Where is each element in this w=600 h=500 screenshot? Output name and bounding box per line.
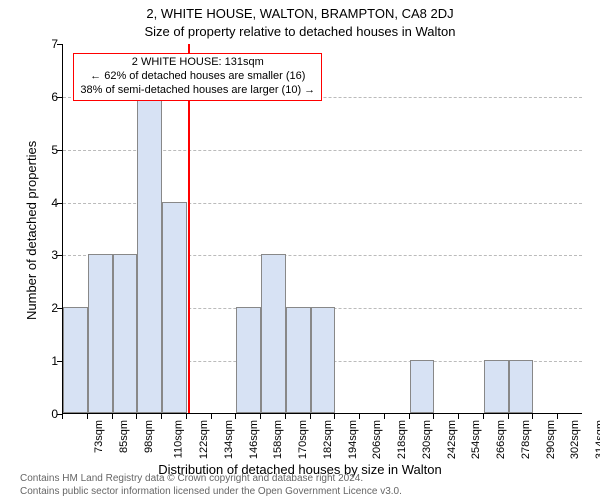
x-tick-label: 266sqm [495, 420, 507, 459]
x-tick-label: 85sqm [118, 420, 130, 453]
x-tick-label: 182sqm [322, 420, 334, 459]
histogram-bar [137, 96, 162, 413]
x-tick-label: 278sqm [520, 420, 532, 459]
histogram-bar [113, 254, 138, 413]
y-tick-label: 1 [38, 354, 58, 368]
y-tick-label: 5 [38, 143, 58, 157]
x-tick-mark [557, 414, 558, 419]
y-tick-label: 7 [38, 37, 58, 51]
x-tick-mark [260, 414, 261, 419]
x-tick-mark [334, 414, 335, 419]
histogram-bar [88, 254, 113, 413]
x-tick-mark [409, 414, 410, 419]
x-tick-mark [161, 414, 162, 419]
x-tick-mark [136, 414, 137, 419]
annotation-box: 2 WHITE HOUSE: 131sqm← 62% of detached h… [73, 53, 322, 100]
chart-subtitle: Size of property relative to detached ho… [0, 24, 600, 39]
footer-line-1: Contains HM Land Registry data © Crown c… [20, 473, 363, 484]
y-tick-label: 6 [38, 90, 58, 104]
x-tick-mark [458, 414, 459, 419]
chart-title: 2, WHITE HOUSE, WALTON, BRAMPTON, CA8 2D… [0, 6, 600, 21]
x-tick-label: 194sqm [347, 420, 359, 459]
x-tick-mark [310, 414, 311, 419]
histogram-bar [63, 307, 88, 413]
x-tick-label: 146sqm [248, 420, 260, 459]
y-tick-label: 2 [38, 301, 58, 315]
histogram-bar [162, 202, 187, 413]
x-tick-mark [62, 414, 63, 419]
histogram-bar [410, 360, 435, 413]
x-tick-label: 314sqm [594, 420, 600, 459]
y-tick-mark [57, 361, 62, 362]
x-tick-mark [483, 414, 484, 419]
x-tick-mark [87, 414, 88, 419]
y-tick-mark [57, 308, 62, 309]
x-tick-label: 73sqm [93, 420, 105, 453]
y-tick-mark [57, 97, 62, 98]
x-tick-label: 302sqm [570, 420, 582, 459]
x-tick-mark [285, 414, 286, 419]
annotation-line: 38% of semi-detached houses are larger (… [80, 84, 315, 98]
histogram-bar [236, 307, 261, 413]
x-tick-label: 218sqm [396, 420, 408, 459]
x-tick-mark [211, 414, 212, 419]
plot-area: 2 WHITE HOUSE: 131sqm← 62% of detached h… [62, 44, 582, 414]
x-tick-label: 170sqm [297, 420, 309, 459]
x-tick-label: 122sqm [198, 420, 210, 459]
y-tick-label: 3 [38, 248, 58, 262]
y-axis-label: Number of detached properties [24, 141, 39, 320]
histogram-bar [286, 307, 311, 413]
y-tick-label: 4 [38, 196, 58, 210]
x-tick-mark [384, 414, 385, 419]
y-tick-mark [57, 255, 62, 256]
annotation-line: ← 62% of detached houses are smaller (16… [80, 70, 315, 84]
x-tick-mark [186, 414, 187, 419]
x-tick-label: 290sqm [545, 420, 557, 459]
x-tick-label: 98sqm [143, 420, 155, 453]
x-tick-label: 254sqm [471, 420, 483, 459]
footer-line-2: Contains public sector information licen… [20, 486, 402, 497]
chart-container: 2, WHITE HOUSE, WALTON, BRAMPTON, CA8 2D… [0, 0, 600, 500]
x-tick-label: 230sqm [421, 420, 433, 459]
y-tick-mark [57, 44, 62, 45]
x-tick-mark [235, 414, 236, 419]
histogram-bar [484, 360, 509, 413]
x-tick-mark [508, 414, 509, 419]
x-tick-label: 242sqm [446, 420, 458, 459]
histogram-bar [311, 307, 336, 413]
x-tick-mark [112, 414, 113, 419]
x-tick-label: 206sqm [372, 420, 384, 459]
y-tick-mark [57, 150, 62, 151]
histogram-bar [509, 360, 534, 413]
annotation-line: 2 WHITE HOUSE: 131sqm [80, 56, 315, 70]
x-tick-mark [532, 414, 533, 419]
x-tick-mark [433, 414, 434, 419]
x-tick-label: 158sqm [272, 420, 284, 459]
x-tick-label: 134sqm [223, 420, 235, 459]
histogram-bar [261, 254, 286, 413]
y-tick-mark [57, 203, 62, 204]
y-tick-label: 0 [38, 407, 58, 421]
x-tick-label: 110sqm [173, 420, 185, 458]
x-tick-mark [359, 414, 360, 419]
